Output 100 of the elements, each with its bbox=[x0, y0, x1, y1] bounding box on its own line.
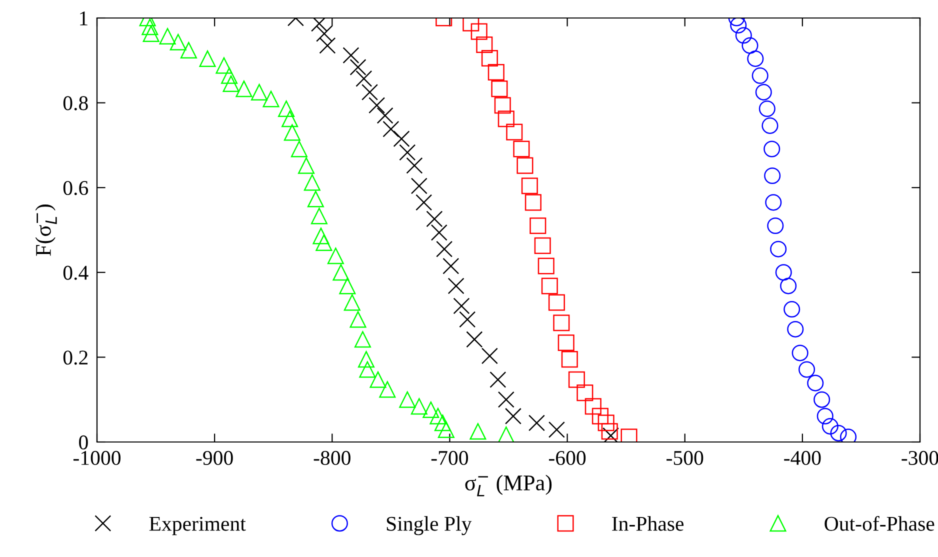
point bbox=[422, 402, 440, 418]
point bbox=[568, 371, 585, 388]
point bbox=[327, 248, 344, 264]
y-tick-label: 0.6 bbox=[63, 180, 88, 196]
point bbox=[548, 294, 565, 311]
point bbox=[524, 194, 542, 211]
point bbox=[602, 427, 620, 442]
point bbox=[342, 47, 360, 64]
point bbox=[354, 331, 371, 348]
x-tick-label: -700 bbox=[431, 450, 468, 465]
point bbox=[491, 80, 508, 98]
point bbox=[236, 80, 252, 98]
point bbox=[304, 174, 320, 191]
point bbox=[470, 423, 486, 440]
point bbox=[792, 344, 808, 362]
point bbox=[506, 124, 523, 140]
y-tick-label: 1 bbox=[80, 11, 88, 26]
point bbox=[142, 18, 158, 36]
point bbox=[521, 178, 538, 194]
point bbox=[553, 314, 570, 332]
point bbox=[250, 84, 268, 100]
point bbox=[344, 294, 360, 311]
point bbox=[592, 408, 608, 424]
point bbox=[430, 224, 448, 241]
point bbox=[498, 110, 514, 128]
point bbox=[222, 75, 240, 92]
point bbox=[490, 371, 506, 388]
point bbox=[382, 120, 400, 138]
point bbox=[216, 57, 232, 74]
point bbox=[430, 408, 446, 424]
x-axis-title: σ$^{−}$$_{L}$ (MPa) bbox=[465, 474, 552, 496]
point bbox=[765, 194, 782, 211]
point bbox=[498, 391, 514, 408]
point bbox=[598, 414, 614, 432]
point bbox=[438, 421, 454, 438]
point bbox=[406, 157, 423, 174]
point bbox=[764, 167, 781, 184]
point bbox=[180, 42, 197, 58]
point bbox=[368, 97, 386, 114]
point bbox=[410, 178, 428, 194]
point bbox=[764, 140, 780, 158]
point bbox=[278, 100, 295, 117]
point bbox=[530, 217, 546, 234]
point bbox=[548, 421, 565, 438]
x-tick-label: -900 bbox=[196, 450, 233, 465]
point bbox=[298, 157, 315, 174]
point bbox=[339, 278, 356, 294]
point bbox=[356, 70, 372, 87]
point bbox=[494, 97, 511, 114]
point bbox=[376, 107, 394, 124]
point bbox=[410, 398, 428, 415]
x-tick-label: -1000 bbox=[73, 450, 121, 465]
point bbox=[332, 264, 350, 281]
x-tick-label: -600 bbox=[548, 450, 586, 465]
y-axis-title: F(σ$^{−}$$_{L}$) bbox=[35, 204, 57, 256]
point bbox=[558, 334, 574, 352]
legend-label: Experiment bbox=[149, 516, 246, 536]
point bbox=[436, 240, 453, 258]
point bbox=[379, 381, 396, 398]
point bbox=[742, 37, 758, 54]
point bbox=[830, 424, 847, 442]
point bbox=[534, 237, 551, 254]
y-tick-label: 0.2 bbox=[63, 350, 88, 365]
point bbox=[316, 25, 333, 42]
point bbox=[453, 298, 470, 314]
point bbox=[399, 144, 416, 161]
legend-label: Out-of-Phase bbox=[824, 516, 934, 531]
point bbox=[814, 391, 830, 408]
point bbox=[528, 414, 545, 432]
point bbox=[822, 418, 838, 435]
y-tick-label: 0.4 bbox=[63, 266, 88, 280]
point bbox=[426, 210, 443, 228]
point bbox=[370, 371, 386, 388]
x-tick-label: -300 bbox=[902, 450, 938, 465]
point bbox=[747, 50, 764, 67]
point bbox=[752, 67, 768, 84]
point bbox=[476, 36, 493, 53]
point bbox=[159, 28, 176, 44]
point bbox=[584, 398, 602, 415]
point bbox=[775, 264, 792, 281]
point bbox=[307, 190, 324, 208]
point bbox=[290, 140, 308, 158]
point bbox=[807, 374, 824, 392]
point bbox=[758, 100, 776, 117]
point bbox=[284, 124, 300, 141]
legend-label: Single Ply bbox=[386, 516, 472, 536]
point bbox=[787, 320, 804, 338]
point bbox=[576, 384, 594, 402]
point bbox=[350, 311, 366, 328]
point bbox=[481, 348, 498, 364]
point bbox=[780, 278, 797, 294]
point bbox=[199, 50, 216, 67]
legend-label: In-Phase bbox=[612, 516, 684, 531]
x-tick-label: -400 bbox=[784, 450, 821, 465]
point bbox=[735, 27, 752, 44]
point bbox=[538, 258, 554, 274]
point bbox=[504, 408, 522, 424]
point bbox=[459, 311, 476, 328]
point bbox=[221, 67, 238, 84]
x-tick-label: -800 bbox=[314, 450, 350, 465]
